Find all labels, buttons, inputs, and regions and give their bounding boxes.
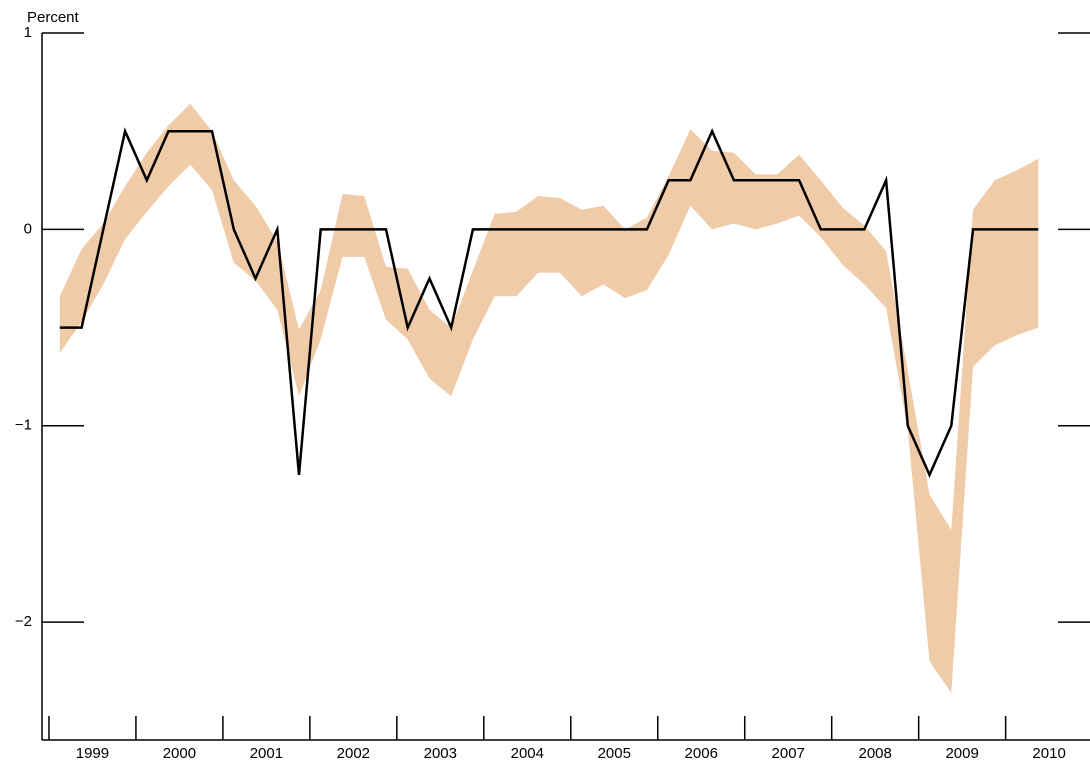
x-tick-label: 2007 [772,745,805,762]
x-tick-label: 2009 [945,745,978,762]
y-tick-label: −2 [15,613,32,630]
range-band [59,103,1039,693]
x-tick-label: 2002 [337,745,370,762]
x-tick-label: 2001 [250,745,283,762]
x-tick-label: 2008 [858,745,891,762]
x-tick-label: 2000 [163,745,196,762]
y-tick-label: 1 [24,24,32,41]
y-tick-label: 0 [24,220,32,237]
x-tick-label: 2005 [598,745,631,762]
x-tick-label: 2006 [685,745,718,762]
x-tick-label: 2004 [511,745,544,762]
x-tick-label: 2003 [424,745,457,762]
y-axis-label: Percent [27,9,80,26]
y-tick-label: −1 [15,417,32,434]
data-line [59,127,1039,478]
x-tick-label: 2010 [1032,745,1065,762]
x-tick-label: 1999 [76,745,109,762]
